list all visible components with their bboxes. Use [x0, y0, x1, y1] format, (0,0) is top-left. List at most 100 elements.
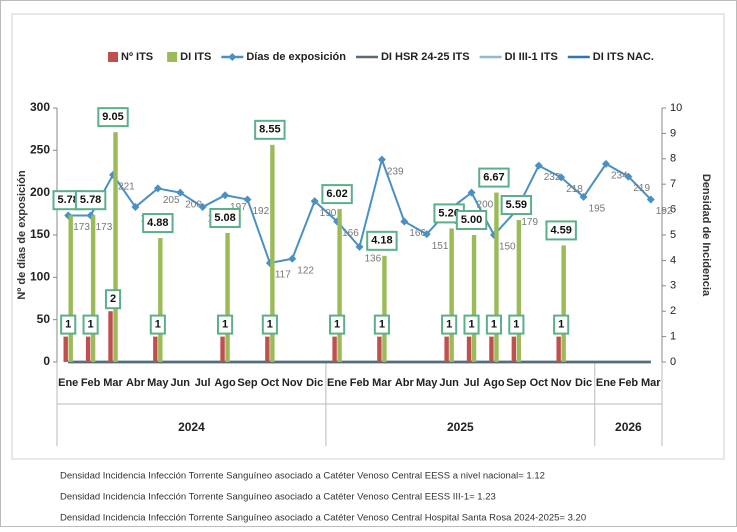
- line-value-label: 150: [499, 242, 516, 253]
- x-tick-label: Sep: [506, 377, 526, 389]
- line-value-label: 234: [611, 171, 628, 182]
- bar: [85, 336, 91, 362]
- data-label-box: [329, 314, 346, 335]
- bar: [265, 336, 270, 362]
- data-label: 6.02: [326, 188, 347, 200]
- bar: [108, 311, 113, 362]
- bar: [337, 209, 342, 362]
- y-tick-label: 200: [30, 185, 50, 199]
- chart-area: [11, 13, 725, 460]
- x-tick-label: Ene: [596, 377, 616, 389]
- data-label: 5.78: [80, 194, 101, 206]
- y2-tick-label: 0: [670, 356, 676, 368]
- data-label: 5.26: [438, 207, 459, 219]
- x-tick-label: Nov: [551, 377, 573, 389]
- data-label-box: [500, 195, 533, 216]
- data-label: 9.05: [102, 111, 123, 123]
- y2-tick-label: 10: [670, 102, 682, 114]
- line-value-label: 151: [432, 241, 449, 252]
- data-label: 1: [267, 319, 273, 331]
- bar: [158, 238, 163, 362]
- data-label: 1: [468, 319, 474, 331]
- x-tick-label: Jul: [195, 377, 211, 389]
- line-value-label: 190: [320, 208, 337, 219]
- legend-label: DI III-1 ITS: [505, 51, 558, 63]
- y2-tick-label: 2: [670, 305, 676, 317]
- bar: [466, 336, 472, 362]
- data-label: 1: [334, 319, 340, 331]
- y2-axis-label: Densidad de Incidencia: [700, 174, 712, 297]
- data-label-box: [478, 167, 510, 188]
- x-tick-label: Dic: [306, 377, 323, 389]
- line-marker: [310, 197, 319, 206]
- line-marker: [646, 195, 655, 204]
- line-value-label: 195: [589, 204, 606, 215]
- x-tick-label: Sep: [237, 377, 257, 389]
- line-value-label: 166: [409, 228, 426, 239]
- line-value-label: 205: [163, 195, 180, 206]
- line-value-label: 197: [230, 202, 247, 213]
- footnote: Densidad Incidencia Infección Torrente S…: [60, 513, 586, 524]
- data-label: 2: [110, 293, 116, 305]
- data-label-box: [553, 314, 570, 335]
- line-value-label: 200: [185, 199, 202, 210]
- line-marker: [467, 188, 476, 197]
- data-label-box: [261, 314, 278, 335]
- bar: [561, 245, 566, 362]
- data-label-box: [216, 314, 234, 335]
- legend-label: DI ITS NAC.: [593, 51, 654, 63]
- x-tick-label: Feb: [81, 377, 101, 389]
- x-tick-label: Dic: [575, 377, 592, 389]
- bar: [220, 336, 225, 362]
- y-tick-label: 0: [43, 354, 50, 368]
- bar: [153, 336, 158, 362]
- line-value-label: 221: [118, 182, 135, 193]
- year-label: 2024: [178, 420, 205, 434]
- legend-swatch: [108, 52, 118, 62]
- data-label-box: [209, 207, 241, 228]
- legend-swatch: [167, 52, 178, 62]
- bar: [494, 192, 499, 362]
- y-tick-label: 250: [30, 143, 50, 157]
- legend-label: Nº ITS: [121, 51, 153, 63]
- bar: [489, 336, 494, 362]
- line-marker: [377, 155, 386, 164]
- data-label: 1: [491, 319, 497, 331]
- year-label: 2025: [447, 420, 474, 434]
- line-marker: [624, 172, 633, 181]
- data-label: 5.78: [57, 194, 78, 206]
- line-marker: [579, 192, 588, 201]
- bar: [449, 228, 454, 362]
- line-value-label: 192: [252, 206, 269, 217]
- line-marker: [355, 242, 364, 251]
- x-tick-label: Ago: [214, 377, 236, 389]
- data-label-box: [74, 190, 107, 211]
- data-label-box: [463, 314, 480, 335]
- data-label: 5.08: [214, 212, 235, 224]
- x-tick-label: Ago: [483, 377, 505, 389]
- line-marker: [422, 230, 431, 239]
- data-label-box: [373, 314, 390, 335]
- line-value-label: 122: [297, 265, 314, 276]
- data-label: 1: [558, 319, 564, 331]
- line-value-label: 200: [477, 199, 494, 210]
- bar: [113, 132, 118, 362]
- bar: [516, 220, 522, 362]
- bar: [63, 336, 68, 362]
- footnote: Densidad Incidencia Infección Torrente S…: [60, 471, 545, 482]
- data-label-box: [82, 314, 99, 335]
- x-tick-label: Jun: [439, 377, 459, 389]
- data-label-box: [97, 107, 129, 128]
- legend-marker: [228, 53, 237, 61]
- data-label-box: [441, 314, 458, 335]
- line-marker: [557, 173, 566, 182]
- y-axis-label: Nº de días de exposición: [16, 170, 28, 300]
- y-tick-label: 300: [30, 100, 50, 114]
- bar: [90, 215, 96, 362]
- y2-tick-label: 6: [670, 204, 676, 216]
- line-value-label: 232: [544, 172, 561, 183]
- bar: [471, 235, 477, 362]
- data-label: 5.00: [461, 214, 482, 226]
- x-tick-label: Jun: [170, 377, 190, 389]
